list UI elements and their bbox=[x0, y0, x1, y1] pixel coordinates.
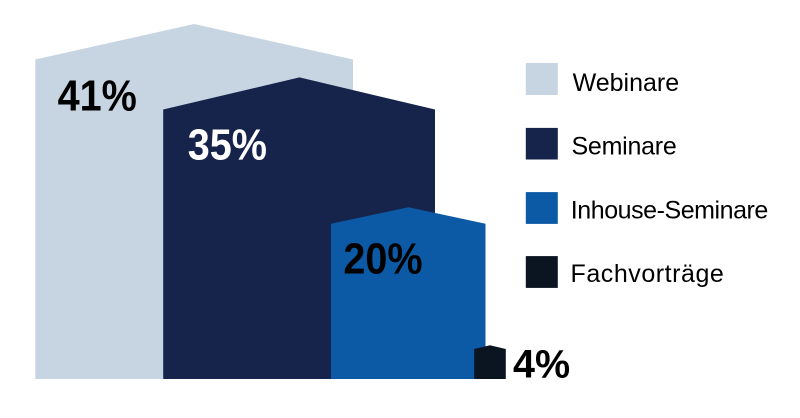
svg-text:41%: 41% bbox=[58, 71, 137, 120]
svg-text:Seminare: Seminare bbox=[572, 133, 677, 161]
svg-text:Webinare: Webinare bbox=[573, 69, 680, 97]
svg-text:35%: 35% bbox=[188, 119, 267, 168]
svg-text:20%: 20% bbox=[343, 233, 422, 282]
svg-text:Fachvorträge: Fachvorträge bbox=[571, 260, 725, 288]
svg-text:Inhouse-Seminare: Inhouse-Seminare bbox=[571, 196, 768, 224]
svg-text:4%: 4% bbox=[513, 342, 570, 386]
